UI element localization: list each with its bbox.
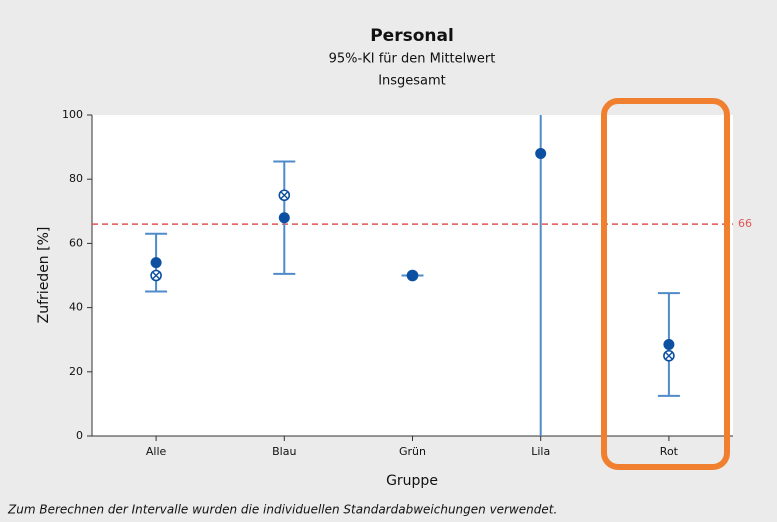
mean-dot bbox=[535, 148, 547, 160]
x-axis-label: Gruppe bbox=[386, 473, 438, 489]
chart-subtitle: 95%-KI für den Mittelwert bbox=[329, 52, 496, 67]
y-tick-label: 80 bbox=[69, 172, 83, 185]
highlight-box bbox=[601, 98, 730, 470]
mean-dot bbox=[407, 270, 418, 281]
y-axis-label: Zufrieden [%] bbox=[36, 227, 52, 324]
mean-dot bbox=[150, 257, 162, 269]
marker-part bbox=[280, 191, 289, 200]
y-tick-label: 0 bbox=[76, 429, 83, 442]
x-tick-label: Alle bbox=[146, 445, 167, 458]
marker-part bbox=[152, 271, 161, 280]
y-tick-label: 20 bbox=[69, 365, 83, 378]
mean-dot bbox=[663, 339, 675, 351]
y-tick-label: 40 bbox=[69, 301, 83, 314]
crossed-marker bbox=[663, 349, 675, 362]
x-tick-label: Rot bbox=[660, 445, 679, 458]
crossed-marker bbox=[150, 269, 162, 282]
footnote: Zum Berechnen der Intervalle wurden die … bbox=[7, 503, 557, 517]
x-tick-label: Lila bbox=[531, 445, 550, 458]
mean-dot bbox=[278, 212, 290, 224]
x-tick-label: Blau bbox=[272, 445, 296, 458]
marker-part bbox=[664, 351, 673, 360]
reference-label: 66 bbox=[738, 217, 752, 230]
y-tick-label: 60 bbox=[69, 236, 83, 249]
y-tick-label: 100 bbox=[62, 108, 83, 121]
x-tick-label: Grün bbox=[399, 445, 426, 458]
chart-title: Personal bbox=[370, 26, 454, 46]
crossed-marker bbox=[278, 189, 291, 202]
chart-subtitle: Insgesamt bbox=[378, 74, 446, 89]
